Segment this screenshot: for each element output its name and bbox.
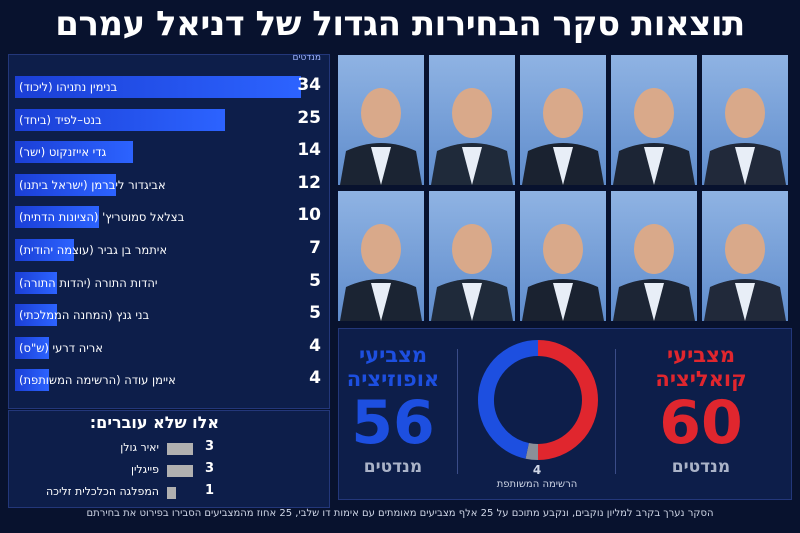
not-passing-name: המפלגה הכלכלית זליכה (45, 485, 159, 498)
bar-value: 5 (309, 303, 321, 324)
person-silhouette-icon (613, 88, 695, 185)
not-passing-bar (167, 443, 193, 455)
bar-row: אביגדור ליברמן (ישראל ביתנו) 12 (9, 171, 329, 201)
opposition-label-text: מצביעי אופוזיציה (346, 343, 440, 391)
candidate-photo (702, 55, 788, 185)
bar-label: גדי אייזנקוט (ישר) (19, 145, 107, 160)
person-silhouette-icon (522, 224, 604, 321)
bar (15, 239, 74, 261)
result-panel: מצביעי קואליציה 60 מנדטים 4 הרשימה המשות… (338, 328, 792, 500)
not-passing-value: 3 (205, 461, 215, 476)
candidate-photo (338, 191, 424, 321)
coalition-label-text: מצביעי קואליציה (655, 343, 747, 391)
page-title: תוצאות סקר הבחירות הגדול של דניאל עמרם (55, 4, 745, 44)
not-passing-row: יאיר גולן 3 (9, 439, 329, 459)
candidate-photo (520, 55, 606, 185)
bar-value: 4 (309, 335, 321, 356)
candidate-photo (611, 55, 697, 185)
person-silhouette-icon (431, 88, 513, 185)
other-value: 4 (532, 463, 542, 477)
bar-label: אביגדור ליברמן (ישראל ביתנו) (19, 177, 166, 192)
bar-label: איתמר בן גביר (עוצמה יהודית) (19, 243, 168, 257)
candidate-photo (429, 191, 515, 321)
coalition-value: 60 (659, 388, 743, 458)
footer-note: הסקר נערך בקרב למליון נוקבים, ונקבע מתוכ… (86, 508, 714, 519)
bar (15, 271, 58, 294)
donut-slice-opposition (478, 340, 539, 459)
opposition-label: מצביעי אופוזיציה (323, 343, 463, 391)
bar-row: אריה דרעי (ש"ס) 4 (9, 334, 329, 364)
bar (15, 173, 116, 196)
bar (15, 336, 49, 359)
bar-label: בנט–לפיד (ביחד) (19, 112, 102, 127)
bar (15, 108, 226, 131)
person-silhouette-icon (431, 224, 513, 321)
not-passing-name: יאיר גולן (120, 441, 159, 454)
bar-value: 5 (309, 270, 321, 291)
person-silhouette-icon (613, 224, 695, 321)
candidate-photos (338, 55, 790, 321)
bar-chart-panel: מנדטים בנימין נתניהו (ליכוד) 34 בנט–לפיד (… (8, 53, 330, 409)
divider-right (615, 349, 616, 474)
bar-label: בצלאל סמוטריץ' (הציונות הדתית) (19, 210, 185, 225)
person-silhouette-icon (340, 224, 422, 321)
bar-row: בנט–לפיד (ביחד) 25 (9, 106, 329, 136)
not-passing-title: אלו שלא עוברים: (89, 413, 219, 432)
donut-slice-other (525, 443, 539, 460)
bar-row: איתמר בן גביר (עוצמה יהודית) 7 (9, 236, 329, 266)
candidate-photo (611, 191, 697, 321)
candidate-photo (338, 55, 424, 185)
opposition-unit: מנדטים (363, 457, 423, 477)
bar-label: איימן עודה (הרשימה המשותפת) (19, 373, 176, 388)
other-label: הרשימה המשותפת (496, 479, 578, 490)
not-passing-bar (167, 465, 193, 477)
bar-label: בנימין נתניהו (ליכוד) (19, 80, 118, 94)
bar-value: 12 (297, 172, 321, 193)
not-passing-value: 3 (205, 439, 215, 454)
bar (15, 76, 301, 98)
bar-label: בני גנץ (המחנה הממלכתי) (19, 308, 150, 323)
person-silhouette-icon (704, 88, 786, 185)
bar-row: איימן עודה (הרשימה המשותפת) 4 (9, 366, 329, 396)
divider-left (457, 349, 458, 474)
donut-slice-coalition (537, 340, 598, 460)
not-passing-value: 1 (205, 483, 215, 498)
bar-value: 34 (297, 75, 321, 95)
bar (15, 206, 100, 229)
bar (15, 141, 133, 164)
bar-value: 25 (297, 107, 321, 128)
bar-row: גדי אייזנקוט (ישר) 14 (9, 138, 329, 168)
candidate-photo (702, 191, 788, 321)
not-passing-row: פייגלין 3 (9, 461, 329, 481)
not-passing-panel: אלו שלא עוברים: יאיר גולן 3 פייגלין 3 המפלגה… (8, 410, 330, 508)
not-passing-row: המפלגה הכלכלית זליכה 1 (9, 483, 329, 503)
candidate-photo (520, 191, 606, 321)
coalition-label: מצביעי קואליציה (631, 343, 771, 391)
person-silhouette-icon (704, 224, 786, 321)
bar-row: בצלאל סמוטריץ' (הציונות הדתית) 10 (9, 203, 329, 233)
seats-donut-chart (478, 340, 598, 460)
bar-value: 10 (297, 205, 321, 226)
bar-value: 4 (309, 368, 321, 389)
bar-label: יהדות התורה (יהדות התורה) (19, 275, 158, 290)
opposition-value: 56 (351, 388, 435, 458)
unit-label: מנדטים (292, 53, 321, 63)
bar-row: בני גנץ (המחנה הממלכתי) 5 (9, 301, 329, 331)
bar-row: יהדות התורה (יהדות התורה) 5 (9, 269, 329, 299)
bar-row: בנימין נתניהו (ליכוד) 34 (9, 73, 329, 103)
coalition-unit: מנדטים (671, 457, 731, 477)
person-silhouette-icon (340, 88, 422, 185)
bar-value: 14 (297, 140, 321, 161)
bar (15, 304, 58, 327)
bar (15, 369, 49, 392)
candidate-photo (429, 55, 515, 185)
bar-label: אריה דרעי (ש"ס) (19, 340, 103, 355)
bar-value: 7 (309, 238, 321, 258)
person-silhouette-icon (522, 88, 604, 185)
not-passing-name: פייגלין (130, 463, 159, 476)
not-passing-bar (167, 487, 176, 499)
